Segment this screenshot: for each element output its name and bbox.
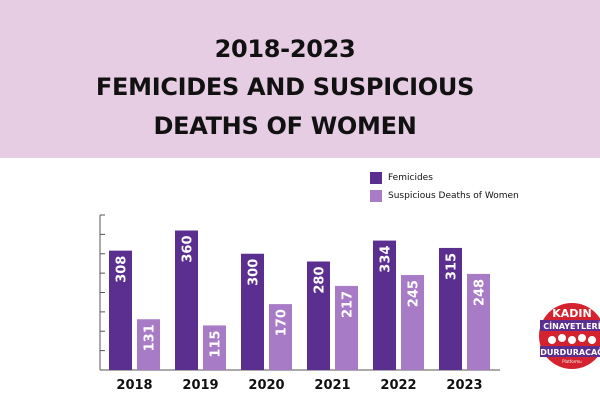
x-tick-label: 2021 xyxy=(314,378,350,393)
logo-text-2: CİNAYETLERİ xyxy=(543,321,600,331)
data-label-suspicious: 245 xyxy=(407,280,422,307)
bar-suspicious xyxy=(269,304,292,370)
legend-swatch-femicides xyxy=(370,171,382,184)
chart-title-line-2: FEMICIDES AND SUSPICIOUS xyxy=(95,73,475,101)
bar-suspicious xyxy=(137,319,160,370)
data-label-suspicious: 217 xyxy=(341,291,356,318)
bar-femicides xyxy=(439,247,462,370)
data-label-femicides: 308 xyxy=(115,256,130,283)
chart-title-years: 2018-2023 xyxy=(214,35,356,63)
data-label-femicides: 280 xyxy=(313,267,328,294)
data-label-suspicious: 248 xyxy=(473,279,488,306)
legend-label-femicides: Femicides xyxy=(388,172,433,183)
bar-femicides xyxy=(109,250,132,370)
x-tick-label: 2020 xyxy=(248,378,284,393)
x-tick-label: 2023 xyxy=(446,378,482,393)
data-label-femicides: 315 xyxy=(445,253,460,280)
data-label-femicides: 334 xyxy=(379,246,394,273)
logo-text-4: Platformu xyxy=(562,359,582,364)
platform-logo: KADIN CİNAYETLERİ DURDURACAĞ Platformu xyxy=(538,290,600,382)
data-label-femicides: 360 xyxy=(181,236,196,263)
x-tick-label: 2022 xyxy=(380,378,416,393)
legend-item-femicides: Femicides xyxy=(370,170,519,185)
data-label-femicides: 300 xyxy=(247,259,262,286)
bar-femicides xyxy=(307,261,330,370)
bar-femicides xyxy=(373,240,396,370)
legend-label-suspicious: Suspicious Deaths of Women xyxy=(388,190,519,201)
chart-title-line-3: DEATHS OF WOMEN xyxy=(153,112,417,140)
x-tick-label: 2019 xyxy=(182,378,218,393)
bar-suspicious xyxy=(335,285,358,370)
bar-femicides xyxy=(175,230,198,370)
chart-legend: Femicides Suspicious Deaths of Women xyxy=(370,170,519,206)
data-label-suspicious: 170 xyxy=(275,309,290,336)
x-tick-label: 2018 xyxy=(116,378,152,393)
header-banner: 2018-2023 FEMICIDES AND SUSPICIOUS DEATH… xyxy=(0,0,600,158)
legend-swatch-suspicious xyxy=(370,189,382,202)
bar-suspicious xyxy=(203,325,226,370)
data-label-suspicious: 131 xyxy=(143,324,158,351)
bar-suspicious xyxy=(401,275,424,370)
logo-text-3: DURDURACAĞ xyxy=(540,346,600,357)
bar-femicides xyxy=(241,253,264,370)
bar-suspicious xyxy=(467,273,490,370)
data-label-suspicious: 115 xyxy=(209,330,224,357)
legend-item-suspicious: Suspicious Deaths of Women xyxy=(370,188,519,203)
logo-text-1: KADIN xyxy=(552,307,591,320)
